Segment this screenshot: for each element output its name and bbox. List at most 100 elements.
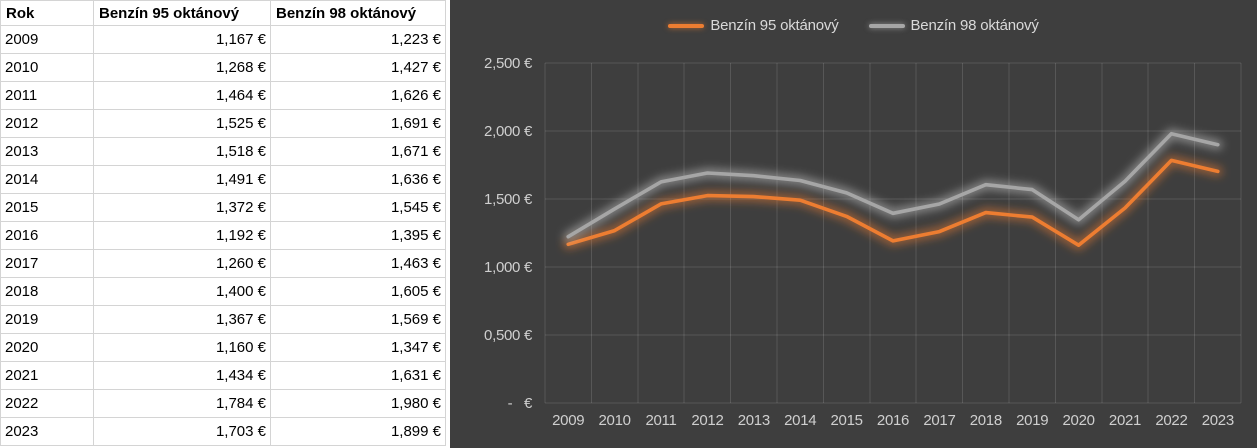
table-row: 2021 1,434 €1,631 € bbox=[0, 361, 446, 390]
year-cell[interactable]: 2011 bbox=[0, 81, 94, 110]
x-tick-label[interactable]: 2016 bbox=[877, 412, 909, 429]
x-tick-label[interactable]: 2009 bbox=[552, 412, 584, 429]
benzin98-cell[interactable]: 1,395 € bbox=[270, 221, 446, 250]
x-tick-label[interactable]: 2022 bbox=[1155, 412, 1187, 429]
table-row: 2018 1,400 €1,605 € bbox=[0, 277, 446, 306]
benzin98-cell[interactable]: 1,636 € bbox=[270, 165, 446, 194]
benzin98-cell[interactable]: 1,223 € bbox=[270, 25, 446, 54]
legend-label: Benzín 98 oktánový bbox=[910, 17, 1039, 34]
fuel-price-chart[interactable]: 2,500 € 2,000 € 1,500 € 1,000 € 0,500 € - € 20… bbox=[450, 0, 1257, 448]
x-tick-label[interactable]: 2011 bbox=[645, 412, 676, 429]
benzin95-cell[interactable]: 1,518 € bbox=[93, 137, 271, 166]
benzin95-cell[interactable]: 1,400 € bbox=[93, 277, 271, 306]
table-header-row: Rok Benzín 95 oktánový Benzín 98 oktánov… bbox=[0, 0, 446, 26]
benzin95-cell[interactable]: 1,192 € bbox=[93, 221, 271, 250]
year-cell[interactable]: 2023 bbox=[0, 417, 94, 446]
benzin98-cell[interactable]: 1,631 € bbox=[270, 361, 446, 390]
table-row: 2015 1,372 €1,545 € bbox=[0, 193, 446, 222]
year-cell[interactable]: 2017 bbox=[0, 249, 94, 278]
x-tick-label[interactable]: 2015 bbox=[831, 412, 863, 429]
x-tick-label[interactable]: 2018 bbox=[970, 412, 1002, 429]
x-tick-label[interactable]: 2017 bbox=[923, 412, 955, 429]
benzin95-cell[interactable]: 1,491 € bbox=[93, 165, 271, 194]
benzin98-cell[interactable]: 1,569 € bbox=[270, 305, 446, 334]
legend-item-benzin-95[interactable]: Benzín 95 oktánový bbox=[668, 17, 839, 34]
year-cell[interactable]: 2018 bbox=[0, 277, 94, 306]
year-cell[interactable]: 2016 bbox=[0, 221, 94, 250]
benzin95-cell[interactable]: 1,525 € bbox=[93, 109, 271, 138]
year-cell[interactable]: 2015 bbox=[0, 193, 94, 222]
legend-item-benzin-98[interactable]: Benzín 98 oktánový bbox=[868, 17, 1039, 34]
year-cell[interactable]: 2021 bbox=[0, 361, 94, 390]
y-tick-label[interactable]: 2,000 € bbox=[484, 123, 533, 140]
year-cell[interactable]: 2020 bbox=[0, 333, 94, 362]
y-tick-label[interactable]: - € bbox=[508, 395, 534, 412]
table-row: 2019 1,367 €1,569 € bbox=[0, 305, 446, 334]
year-cell[interactable]: 2009 bbox=[0, 25, 94, 54]
benzin98-cell[interactable]: 1,899 € bbox=[270, 417, 446, 446]
fuel-price-table: Rok Benzín 95 oktánový Benzín 98 oktánov… bbox=[0, 0, 446, 446]
x-tick-label[interactable]: 2014 bbox=[784, 412, 816, 429]
benzin98-cell[interactable]: 1,671 € bbox=[270, 137, 446, 166]
benzin98-cell[interactable]: 1,626 € bbox=[270, 81, 446, 110]
benzin95-cell[interactable]: 1,784 € bbox=[93, 389, 271, 418]
y-tick-label[interactable]: 2,500 € bbox=[484, 55, 533, 72]
y-tick-label[interactable]: 0,500 € bbox=[484, 327, 533, 344]
table-row: 2023 1,703 €1,899 € bbox=[0, 417, 446, 446]
x-tick-label[interactable]: 2021 bbox=[1109, 412, 1141, 429]
x-tick-label[interactable]: 2012 bbox=[691, 412, 723, 429]
benzin98-cell[interactable]: 1,427 € bbox=[270, 53, 446, 82]
header-benzin-95[interactable]: Benzín 95 oktánový bbox=[93, 0, 271, 26]
year-cell[interactable]: 2013 bbox=[0, 137, 94, 166]
benzin95-cell[interactable]: 1,167 € bbox=[93, 25, 271, 54]
gridlines bbox=[544, 62, 1242, 404]
price-table-region: Rok Benzín 95 oktánový Benzín 98 oktánov… bbox=[0, 0, 450, 448]
x-tick-label[interactable]: 2019 bbox=[1016, 412, 1048, 429]
benzin98-cell[interactable]: 1,980 € bbox=[270, 389, 446, 418]
table-row: 2022 1,784 €1,980 € bbox=[0, 389, 446, 418]
year-cell[interactable]: 2022 bbox=[0, 389, 94, 418]
year-cell[interactable]: 2010 bbox=[0, 53, 94, 82]
chart-canvas: 2,500 € 2,000 € 1,500 € 1,000 € 0,500 € - € 20… bbox=[484, 55, 1242, 429]
x-tick-label[interactable]: 2020 bbox=[1063, 412, 1095, 429]
benzin98-cell[interactable]: 1,545 € bbox=[270, 193, 446, 222]
x-tick-label[interactable]: 2010 bbox=[599, 412, 631, 429]
benzin95-cell[interactable]: 1,703 € bbox=[93, 417, 271, 446]
table-row: 2016 1,192 €1,395 € bbox=[0, 221, 446, 250]
table-row: 2014 1,491 €1,636 € bbox=[0, 165, 446, 194]
table-row: 2010 1,268 €1,427 € bbox=[0, 53, 446, 82]
legend-line-swatch-orange bbox=[668, 23, 705, 28]
year-cell[interactable]: 2012 bbox=[0, 109, 94, 138]
header-benzin-98[interactable]: Benzín 98 oktánový bbox=[270, 0, 446, 26]
table-row: 2017 1,260 €1,463 € bbox=[0, 249, 446, 278]
benzin98-cell[interactable]: 1,605 € bbox=[270, 277, 446, 306]
benzin95-cell[interactable]: 1,260 € bbox=[93, 249, 271, 278]
x-tick-label[interactable]: 2013 bbox=[738, 412, 770, 429]
legend-label: Benzín 95 oktánový bbox=[710, 17, 839, 34]
benzin95-cell[interactable]: 1,367 € bbox=[93, 305, 271, 334]
table-row: 2013 1,518 €1,671 € bbox=[0, 137, 446, 166]
series-line-benzin-95[interactable] bbox=[566, 158, 1220, 247]
series-line-benzin-98[interactable] bbox=[566, 131, 1220, 239]
x-tick-label[interactable]: 2023 bbox=[1202, 412, 1234, 429]
benzin95-cell[interactable]: 1,434 € bbox=[93, 361, 271, 390]
y-tick-label[interactable]: 1,500 € bbox=[484, 191, 533, 208]
benzin95-cell[interactable]: 1,464 € bbox=[93, 81, 271, 110]
table-body: 2009 1,167 €1,223 €2010 1,268 €1,427 €2011… bbox=[0, 25, 446, 446]
benzin98-cell[interactable]: 1,463 € bbox=[270, 249, 446, 278]
year-cell[interactable]: 2014 bbox=[0, 165, 94, 194]
y-tick-label[interactable]: 1,000 € bbox=[484, 259, 533, 276]
table-row: 2012 1,525 €1,691 € bbox=[0, 109, 446, 138]
year-cell[interactable]: 2019 bbox=[0, 305, 94, 334]
benzin95-cell[interactable]: 1,268 € bbox=[93, 53, 271, 82]
benzin98-cell[interactable]: 1,691 € bbox=[270, 109, 446, 138]
table-row: 2011 1,464 €1,626 € bbox=[0, 81, 446, 110]
benzin95-cell[interactable]: 1,160 € bbox=[93, 333, 271, 362]
table-row: 2020 1,160 €1,347 € bbox=[0, 333, 446, 362]
header-rok[interactable]: Rok bbox=[0, 0, 94, 26]
chart-legend: Benzín 95 oktánový Benzín 98 oktánový bbox=[450, 17, 1257, 34]
legend-line-swatch-gray bbox=[868, 23, 905, 28]
benzin95-cell[interactable]: 1,372 € bbox=[93, 193, 271, 222]
benzin98-cell[interactable]: 1,347 € bbox=[270, 333, 446, 362]
